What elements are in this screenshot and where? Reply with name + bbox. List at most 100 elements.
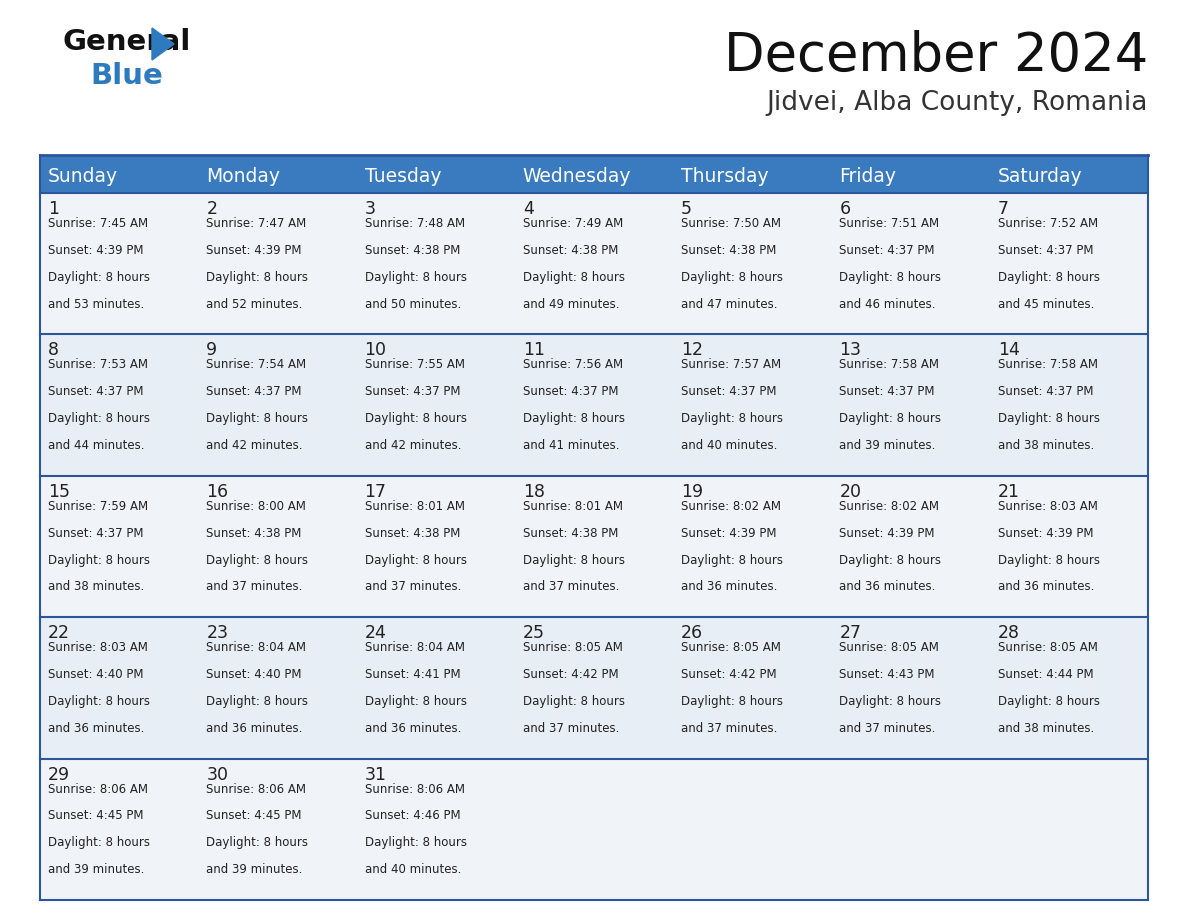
Text: Saturday: Saturday — [998, 166, 1082, 185]
Text: 30: 30 — [207, 766, 228, 784]
Text: and 42 minutes.: and 42 minutes. — [365, 439, 461, 452]
Bar — [40, 617, 198, 758]
Bar — [198, 155, 356, 193]
Bar — [198, 617, 356, 758]
Text: 18: 18 — [523, 483, 545, 501]
Text: Thursday: Thursday — [681, 166, 769, 185]
Text: Sunset: 4:37 PM: Sunset: 4:37 PM — [523, 386, 619, 398]
Text: 2: 2 — [207, 200, 217, 218]
Text: Daylight: 8 hours: Daylight: 8 hours — [207, 412, 308, 425]
Bar — [832, 155, 990, 193]
Text: and 37 minutes.: and 37 minutes. — [207, 580, 303, 593]
Text: 19: 19 — [681, 483, 703, 501]
Text: Daylight: 8 hours: Daylight: 8 hours — [840, 695, 941, 708]
Text: and 36 minutes.: and 36 minutes. — [365, 722, 461, 734]
Text: Sunset: 4:42 PM: Sunset: 4:42 PM — [523, 668, 619, 681]
Bar — [40, 155, 198, 193]
Text: Sunrise: 7:45 AM: Sunrise: 7:45 AM — [48, 217, 148, 230]
Text: Daylight: 8 hours: Daylight: 8 hours — [48, 554, 150, 566]
Text: Sunset: 4:40 PM: Sunset: 4:40 PM — [48, 668, 144, 681]
Text: Sunrise: 8:00 AM: Sunrise: 8:00 AM — [207, 499, 307, 513]
Bar — [990, 758, 1148, 900]
Text: Sunset: 4:37 PM: Sunset: 4:37 PM — [998, 386, 1093, 398]
Bar — [832, 476, 990, 617]
Text: Daylight: 8 hours: Daylight: 8 hours — [840, 271, 941, 284]
Text: Sunrise: 7:58 AM: Sunrise: 7:58 AM — [840, 358, 940, 372]
Text: 9: 9 — [207, 341, 217, 360]
Text: and 37 minutes.: and 37 minutes. — [523, 722, 619, 734]
Bar — [674, 155, 832, 193]
Text: Sunrise: 8:03 AM: Sunrise: 8:03 AM — [48, 641, 147, 655]
Bar — [990, 334, 1148, 476]
Text: Daylight: 8 hours: Daylight: 8 hours — [523, 412, 625, 425]
Text: Daylight: 8 hours: Daylight: 8 hours — [681, 695, 783, 708]
Text: Daylight: 8 hours: Daylight: 8 hours — [48, 412, 150, 425]
Text: Daylight: 8 hours: Daylight: 8 hours — [207, 271, 308, 284]
Bar — [356, 193, 514, 334]
Text: Sunrise: 8:03 AM: Sunrise: 8:03 AM — [998, 499, 1098, 513]
Text: 8: 8 — [48, 341, 59, 360]
Text: 28: 28 — [998, 624, 1019, 643]
Text: Daylight: 8 hours: Daylight: 8 hours — [365, 554, 467, 566]
Bar — [356, 476, 514, 617]
Text: and 36 minutes.: and 36 minutes. — [207, 722, 303, 734]
Text: and 39 minutes.: and 39 minutes. — [48, 863, 145, 876]
Bar — [40, 476, 198, 617]
Text: Sunset: 4:44 PM: Sunset: 4:44 PM — [998, 668, 1093, 681]
Bar — [198, 334, 356, 476]
Bar — [514, 758, 674, 900]
Text: Sunrise: 8:05 AM: Sunrise: 8:05 AM — [681, 641, 781, 655]
Text: Sunset: 4:45 PM: Sunset: 4:45 PM — [207, 810, 302, 823]
Text: Sunday: Sunday — [48, 166, 118, 185]
Text: and 39 minutes.: and 39 minutes. — [207, 863, 303, 876]
Text: Sunrise: 7:57 AM: Sunrise: 7:57 AM — [681, 358, 782, 372]
Text: Daylight: 8 hours: Daylight: 8 hours — [365, 271, 467, 284]
Text: and 42 minutes.: and 42 minutes. — [207, 439, 303, 452]
Text: Daylight: 8 hours: Daylight: 8 hours — [523, 695, 625, 708]
Text: Sunset: 4:37 PM: Sunset: 4:37 PM — [840, 386, 935, 398]
Text: and 39 minutes.: and 39 minutes. — [840, 439, 936, 452]
Text: 14: 14 — [998, 341, 1019, 360]
Text: Sunrise: 7:59 AM: Sunrise: 7:59 AM — [48, 499, 148, 513]
Text: and 41 minutes.: and 41 minutes. — [523, 439, 619, 452]
Text: Sunset: 4:46 PM: Sunset: 4:46 PM — [365, 810, 460, 823]
Text: Sunrise: 7:56 AM: Sunrise: 7:56 AM — [523, 358, 623, 372]
Text: Sunset: 4:38 PM: Sunset: 4:38 PM — [207, 527, 302, 540]
Bar — [832, 334, 990, 476]
Text: Sunset: 4:45 PM: Sunset: 4:45 PM — [48, 810, 144, 823]
Text: Daylight: 8 hours: Daylight: 8 hours — [207, 554, 308, 566]
Bar — [514, 193, 674, 334]
Text: and 47 minutes.: and 47 minutes. — [681, 297, 778, 310]
Bar — [674, 758, 832, 900]
Text: and 36 minutes.: and 36 minutes. — [681, 580, 777, 593]
Text: 22: 22 — [48, 624, 70, 643]
Bar — [198, 758, 356, 900]
Text: Sunrise: 7:53 AM: Sunrise: 7:53 AM — [48, 358, 148, 372]
Text: 5: 5 — [681, 200, 693, 218]
Text: Daylight: 8 hours: Daylight: 8 hours — [207, 695, 308, 708]
Text: 20: 20 — [840, 483, 861, 501]
Text: Monday: Monday — [207, 166, 280, 185]
Text: December 2024: December 2024 — [723, 30, 1148, 82]
Text: Sunrise: 7:51 AM: Sunrise: 7:51 AM — [840, 217, 940, 230]
Text: Sunset: 4:43 PM: Sunset: 4:43 PM — [840, 668, 935, 681]
Bar — [674, 193, 832, 334]
Text: 23: 23 — [207, 624, 228, 643]
Polygon shape — [152, 28, 173, 60]
Text: Sunset: 4:38 PM: Sunset: 4:38 PM — [365, 527, 460, 540]
Text: Sunrise: 7:47 AM: Sunrise: 7:47 AM — [207, 217, 307, 230]
Text: 1: 1 — [48, 200, 59, 218]
Bar — [674, 617, 832, 758]
Text: Sunrise: 7:52 AM: Sunrise: 7:52 AM — [998, 217, 1098, 230]
Text: Daylight: 8 hours: Daylight: 8 hours — [365, 695, 467, 708]
Text: Sunset: 4:39 PM: Sunset: 4:39 PM — [681, 527, 777, 540]
Bar — [198, 193, 356, 334]
Text: and 50 minutes.: and 50 minutes. — [365, 297, 461, 310]
Text: and 37 minutes.: and 37 minutes. — [681, 722, 777, 734]
Text: 26: 26 — [681, 624, 703, 643]
Text: 7: 7 — [998, 200, 1009, 218]
Text: 11: 11 — [523, 341, 545, 360]
Text: Sunrise: 7:54 AM: Sunrise: 7:54 AM — [207, 358, 307, 372]
Bar — [990, 617, 1148, 758]
Text: Sunset: 4:37 PM: Sunset: 4:37 PM — [48, 527, 144, 540]
